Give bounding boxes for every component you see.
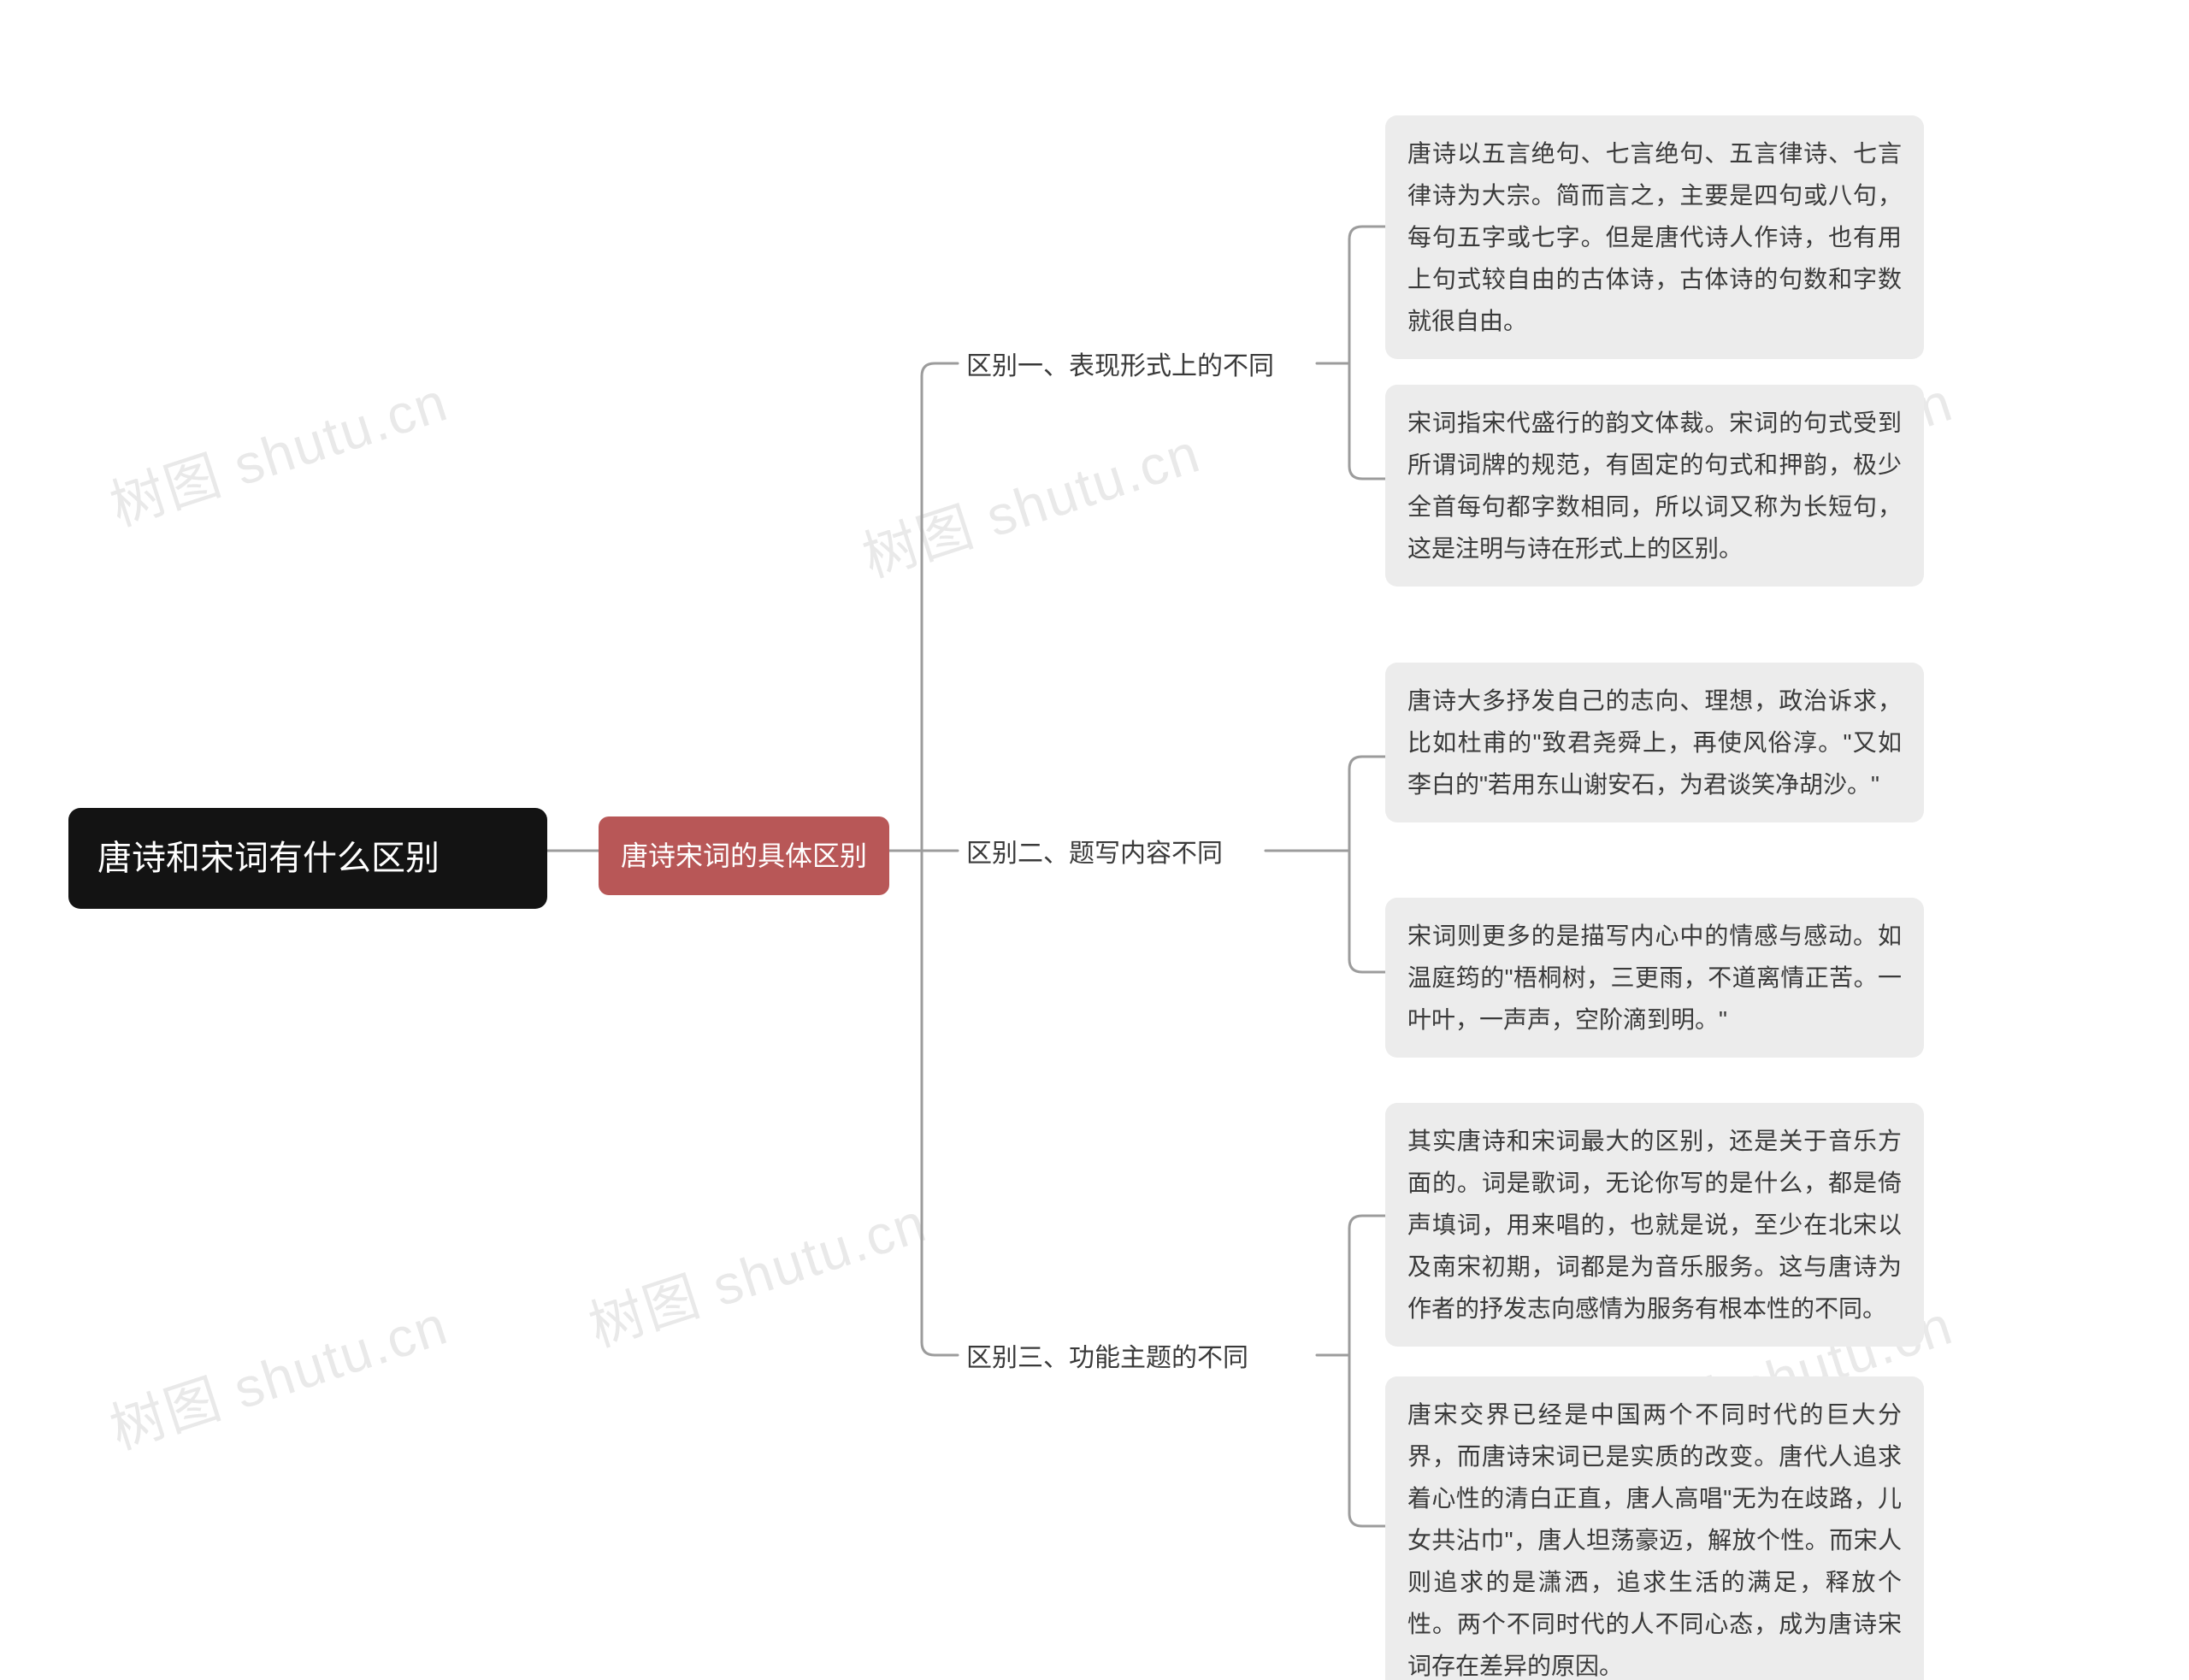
leaf-node[interactable]: 唐诗大多抒发自己的志向、理想，政治诉求，比如杜甫的"致君尧舜上，再使风俗淳。"又… [1385,663,1924,822]
leaf-node[interactable]: 宋词则更多的是描写内心中的情感与感动。如温庭筠的"梧桐树，三更雨，不道离情正苦。… [1385,898,1924,1058]
leaf-node[interactable]: 唐宋交界已经是中国两个不同时代的巨大分界，而唐诗宋词已是实质的改变。唐代人追求着… [1385,1376,1924,1680]
leaf-text: 其实唐诗和宋词最大的区别，还是关于音乐方面的。词是歌词，无论你写的是什么，都是倚… [1407,1128,1902,1322]
branch-node-content[interactable]: 区别二、题写内容不同 [958,825,1266,884]
branch-label: 区别一、表现形式上的不同 [966,352,1274,380]
leaf-node[interactable]: 其实唐诗和宋词最大的区别，还是关于音乐方面的。词是歌词，无论你写的是什么，都是倚… [1385,1103,1924,1347]
branch-label: 区别三、功能主题的不同 [966,1344,1248,1372]
root-label: 唐诗和宋词有什么区别 [97,840,440,877]
leaf-node[interactable]: 宋词指宋代盛行的韵文体裁。宋词的句式受到所谓词牌的规范，有固定的句式和押韵，极少… [1385,385,1924,587]
watermark: 树图 shutu.cn [99,358,457,541]
branch-node-form[interactable]: 区别一、表现形式上的不同 [958,338,1317,397]
watermark: 树图 shutu.cn [852,410,1209,592]
subtopic-label: 唐诗宋词的具体区别 [621,840,867,871]
leaf-text: 唐诗大多抒发自己的志向、理想，政治诉求，比如杜甫的"致君尧舜上，再使风俗淳。"又… [1407,687,1902,798]
watermark: 树图 shutu.cn [99,1282,457,1465]
leaf-text: 宋词则更多的是描写内心中的情感与感动。如温庭筠的"梧桐树，三更雨，不道离情正苦。… [1407,923,1902,1033]
watermark: 树图 shutu.cn [578,1179,935,1362]
subtopic-node[interactable]: 唐诗宋词的具体区别 [599,816,889,895]
leaf-text: 宋词指宋代盛行的韵文体裁。宋词的句式受到所谓词牌的规范，有固定的句式和押韵，极少… [1407,410,1902,562]
leaf-text: 唐诗以五言绝句、七言绝句、五言律诗、七言律诗为大宗。简而言之，主要是四句或八句，… [1407,140,1902,334]
branch-label: 区别二、题写内容不同 [966,840,1223,868]
branch-node-function[interactable]: 区别三、功能主题的不同 [958,1329,1317,1388]
leaf-node[interactable]: 唐诗以五言绝句、七言绝句、五言律诗、七言律诗为大宗。简而言之，主要是四句或八句，… [1385,115,1924,359]
leaf-text: 唐宋交界已经是中国两个不同时代的巨大分界，而唐诗宋词已是实质的改变。唐代人追求着… [1407,1401,1902,1679]
root-node[interactable]: 唐诗和宋词有什么区别 [68,808,547,909]
